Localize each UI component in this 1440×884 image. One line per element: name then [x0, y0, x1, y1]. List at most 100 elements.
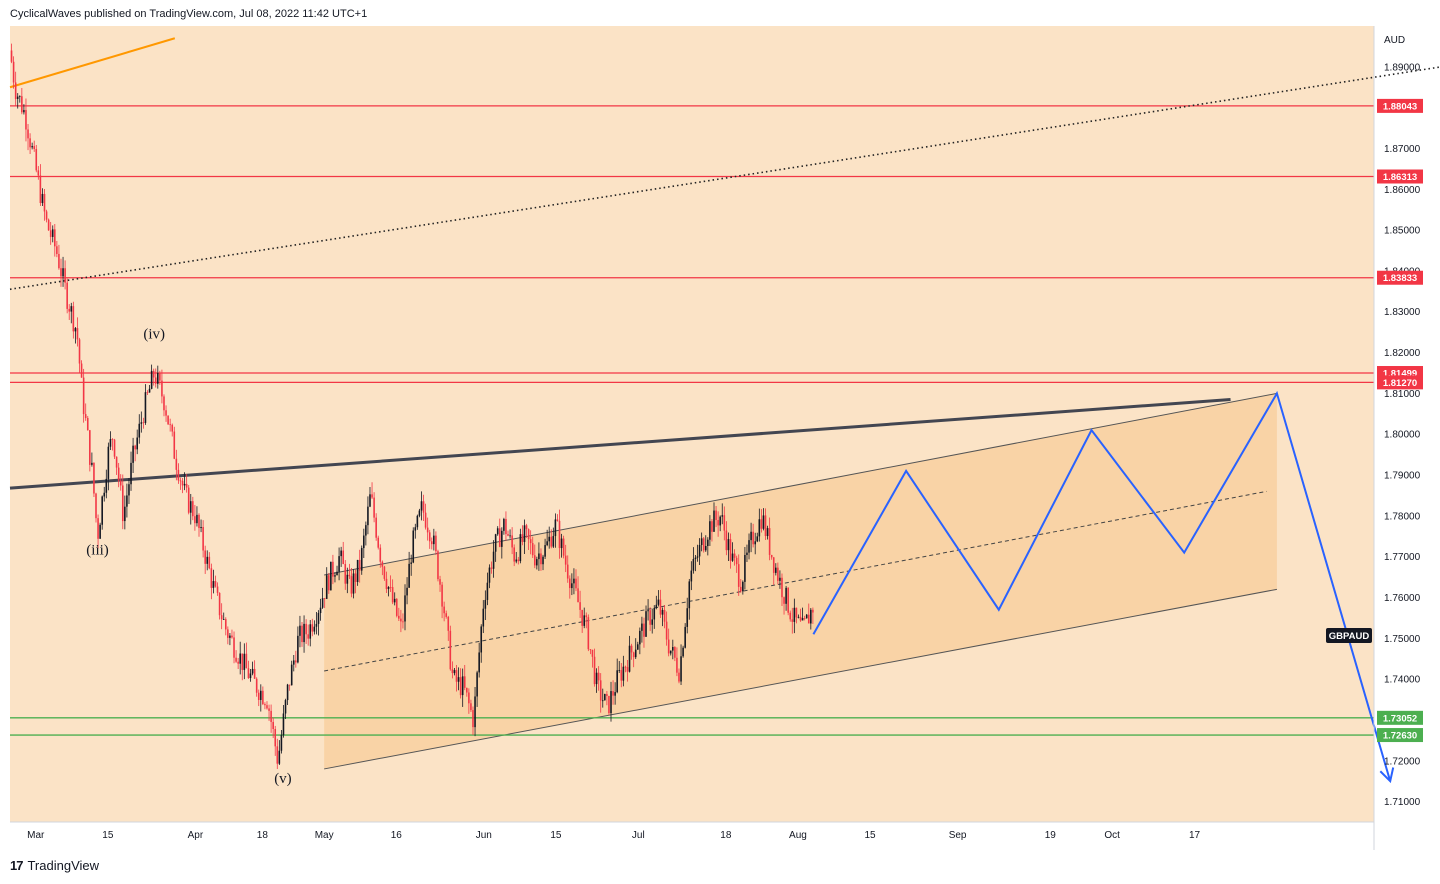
candle-body — [455, 670, 458, 682]
candle-body — [35, 149, 38, 171]
candle-body — [169, 424, 171, 426]
candle-body — [301, 625, 303, 643]
candle-body — [533, 555, 536, 566]
candle-body — [795, 607, 798, 618]
candle-body — [556, 519, 559, 521]
candle-body — [435, 535, 437, 552]
candle-body — [490, 567, 493, 569]
candle-body — [626, 667, 629, 672]
candle-body — [198, 514, 200, 529]
candle-body — [332, 561, 334, 577]
candle-body — [163, 396, 165, 411]
candle-body — [593, 656, 596, 685]
candle-body — [99, 524, 101, 539]
x-tick-label: Sep — [949, 830, 967, 841]
candle-body — [317, 613, 320, 624]
candle-body — [391, 587, 394, 603]
candle-body — [243, 653, 246, 670]
candle-body — [377, 537, 380, 548]
channel-mid-line — [324, 490, 1267, 672]
candle-body — [189, 501, 192, 513]
candle-body — [698, 545, 701, 557]
candle-body — [148, 388, 151, 393]
candle-body — [128, 484, 130, 496]
candle-body — [288, 684, 291, 686]
candle-body — [451, 669, 454, 674]
candle-body — [18, 96, 21, 98]
candle-body — [463, 676, 466, 688]
candle-body — [597, 672, 600, 681]
candle-body — [560, 538, 563, 549]
candle-body — [245, 653, 248, 669]
candle-body — [672, 647, 674, 651]
candle-body — [630, 645, 633, 653]
candle-body — [375, 517, 377, 538]
candle-body — [350, 576, 353, 594]
y-tick-label: 1.77000 — [1384, 552, 1421, 563]
candle-body — [645, 611, 647, 637]
candle-body — [793, 607, 796, 622]
candle-body — [393, 598, 396, 603]
channel-upper-line — [324, 392, 1277, 576]
candle-body — [437, 551, 439, 580]
candle-body — [325, 575, 328, 599]
candle-body — [700, 538, 703, 546]
candle-body — [492, 551, 495, 569]
candle-body — [95, 493, 97, 519]
candle-body — [58, 253, 60, 269]
candle-body — [503, 518, 505, 531]
wave-trendline — [9, 398, 1231, 490]
candle-body — [309, 624, 312, 639]
candle-body — [764, 515, 767, 537]
candle-body — [292, 660, 295, 665]
candle-body — [651, 619, 654, 625]
candle-body — [426, 527, 429, 533]
candle-body — [175, 458, 178, 470]
candle-body — [466, 687, 468, 693]
candle-body — [737, 564, 740, 587]
candle-body — [424, 512, 427, 528]
candle-body — [194, 516, 196, 524]
candle-body — [295, 660, 297, 663]
candle-body — [459, 677, 462, 696]
candle-body — [746, 552, 748, 555]
x-tick-label: 18 — [720, 830, 732, 841]
candle-body — [272, 721, 274, 730]
candle-body — [303, 623, 305, 643]
candle-body — [262, 690, 264, 705]
candle-body — [801, 618, 804, 621]
candle-body — [692, 559, 695, 571]
candle-body — [735, 557, 738, 565]
x-tick-label: 15 — [102, 830, 114, 841]
candle-body — [498, 528, 501, 547]
candle-body — [599, 680, 602, 701]
candle-body — [21, 96, 23, 113]
candle-body — [552, 536, 555, 547]
candle-body — [525, 525, 528, 530]
candle-body — [115, 456, 118, 468]
x-tick-label: Jul — [632, 830, 645, 841]
candle-body — [554, 519, 557, 537]
candle-body — [581, 609, 583, 626]
candle-body — [167, 415, 169, 425]
candle-body — [439, 579, 441, 585]
candle-body — [620, 670, 623, 681]
candle-body — [284, 700, 287, 714]
candle-body — [321, 598, 324, 608]
candle-body — [538, 553, 540, 560]
candle-body — [97, 518, 99, 539]
candle-body — [659, 599, 662, 615]
candle-body — [731, 553, 734, 561]
y-tick-label: 1.89000 — [1384, 62, 1421, 73]
candle-body — [789, 612, 792, 620]
candle-body — [74, 328, 77, 332]
candle-body — [196, 514, 198, 524]
candle-body — [136, 437, 139, 450]
candle-body — [766, 528, 769, 537]
candle-body — [781, 577, 783, 598]
orange-trendline — [9, 37, 176, 89]
candle-body — [449, 630, 452, 670]
candle-body — [340, 550, 342, 557]
candle-body — [113, 439, 116, 457]
